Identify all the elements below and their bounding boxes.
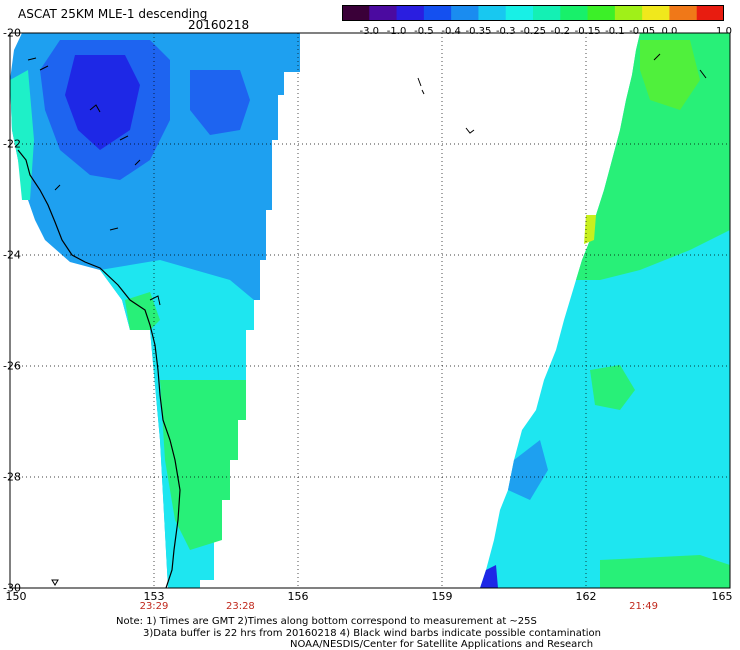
colorbar-tick-label: -0.2 xyxy=(550,26,571,37)
note-line-3: NOAA/NESDIS/Center for Satellite Applica… xyxy=(290,639,594,650)
note-line-2: 3)Data buffer is 22 hrs from 20160218 4)… xyxy=(143,628,601,639)
swath-blue-patch xyxy=(190,70,250,135)
reef-outline xyxy=(421,89,425,95)
colorbar xyxy=(342,5,724,21)
reef-outline xyxy=(39,65,49,71)
colorbar-swatch xyxy=(560,5,589,21)
colorbar-tick-label: -0.05 xyxy=(629,26,656,37)
colorbar-swatch xyxy=(614,5,643,21)
colorbar-swatch xyxy=(505,5,534,21)
reef-outline xyxy=(699,69,707,79)
reef-outline xyxy=(653,53,661,61)
colorbar-tick-label: -3.0 xyxy=(359,26,380,37)
latitude-label: -30 xyxy=(3,581,21,595)
reef-outline xyxy=(134,159,141,166)
note-line-1: Note: 1) Times are GMT 2)Times along bot… xyxy=(116,616,537,627)
colorbar-tick-label: 1.0 xyxy=(716,26,732,37)
colorbar-tick-label: -0.1 xyxy=(605,26,625,37)
colorbar-swatch xyxy=(478,5,507,21)
east-swath-green-bottom xyxy=(600,555,730,588)
east-swath-green xyxy=(576,33,730,280)
colorbar-swatch xyxy=(533,5,561,21)
colorbar-swatch xyxy=(587,5,616,21)
east-swath-bright-green xyxy=(640,40,700,110)
wind-barb-marker xyxy=(51,579,59,586)
colorbar-tick-label: -0.3 xyxy=(495,26,516,37)
colorbar-tick-label: -0.5 xyxy=(414,26,434,37)
colorbar-swatch xyxy=(696,5,724,21)
colorbar-tick-label: -0.35 xyxy=(465,26,492,37)
chart-date: 20160218 xyxy=(188,18,250,32)
east-swath-green-patch xyxy=(590,365,635,410)
colorbar-swatch xyxy=(396,5,425,21)
coastline xyxy=(17,149,181,589)
colorbar-swatch xyxy=(369,5,398,21)
longitude-label: 156 xyxy=(287,590,309,603)
reef-outline xyxy=(109,227,119,231)
latitude-label: -24 xyxy=(3,248,21,262)
colorbar-tick-label: -0.25 xyxy=(520,26,546,37)
longitude-label: 162 xyxy=(575,590,597,603)
longitude-label: 165 xyxy=(711,590,733,603)
colorbar-tick-label: 0.0 xyxy=(661,26,678,37)
reef-outline xyxy=(89,104,101,113)
swath-time-label: 23:28 xyxy=(225,601,255,612)
reef-outline xyxy=(465,127,475,134)
reef-outline xyxy=(149,295,161,306)
chart-title: ASCAT 25KM MLE-1 descending xyxy=(18,7,208,21)
colorbar-swatch xyxy=(342,5,370,21)
map-frame xyxy=(9,32,731,589)
longitude-label: 159 xyxy=(431,590,453,603)
latitude-label: -28 xyxy=(3,470,21,484)
colorbar-tick-label: -0.15 xyxy=(574,26,601,37)
wind-swath-layer xyxy=(10,33,730,588)
east-swath-blue-edge xyxy=(508,440,548,500)
colorbar-swatch xyxy=(423,5,452,21)
colorbar-tick-label: -0.4 xyxy=(441,26,461,37)
longitude-label: 150 xyxy=(5,590,27,603)
east-swath-yellow-patch xyxy=(584,215,596,244)
swath-time-label: 23:29 xyxy=(139,601,169,612)
reef-outline xyxy=(417,77,422,87)
east-swath-deep-blue-corner xyxy=(480,565,498,588)
colorbar-swatch xyxy=(642,5,670,21)
swath-green-lower xyxy=(160,380,246,550)
latitude-label: -20 xyxy=(3,26,21,40)
colorbar-swatch xyxy=(669,5,698,21)
longitude-label: 153 xyxy=(143,590,165,603)
colorbar-tick-label: -1.0 xyxy=(386,26,407,37)
latitude-label: -22 xyxy=(3,137,21,151)
reef-outline xyxy=(27,57,37,61)
swath-deep-blue-core xyxy=(65,55,140,150)
latitude-label: -26 xyxy=(3,359,21,373)
reef-outline xyxy=(54,184,61,191)
swath-green-patch xyxy=(125,292,160,330)
reef-outline xyxy=(119,135,129,141)
colorbar-swatch xyxy=(451,5,479,21)
swath-time-label: 21:49 xyxy=(629,601,659,612)
